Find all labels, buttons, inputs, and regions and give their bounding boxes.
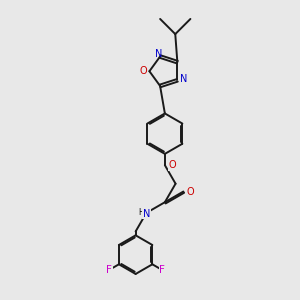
Text: O: O (140, 66, 147, 76)
Text: F: F (106, 265, 112, 275)
Text: N: N (142, 208, 150, 218)
Text: N: N (155, 50, 162, 59)
Text: F: F (159, 265, 165, 275)
Text: N: N (180, 74, 187, 84)
Text: O: O (187, 187, 195, 196)
Text: O: O (169, 160, 176, 170)
Text: H: H (138, 208, 144, 217)
